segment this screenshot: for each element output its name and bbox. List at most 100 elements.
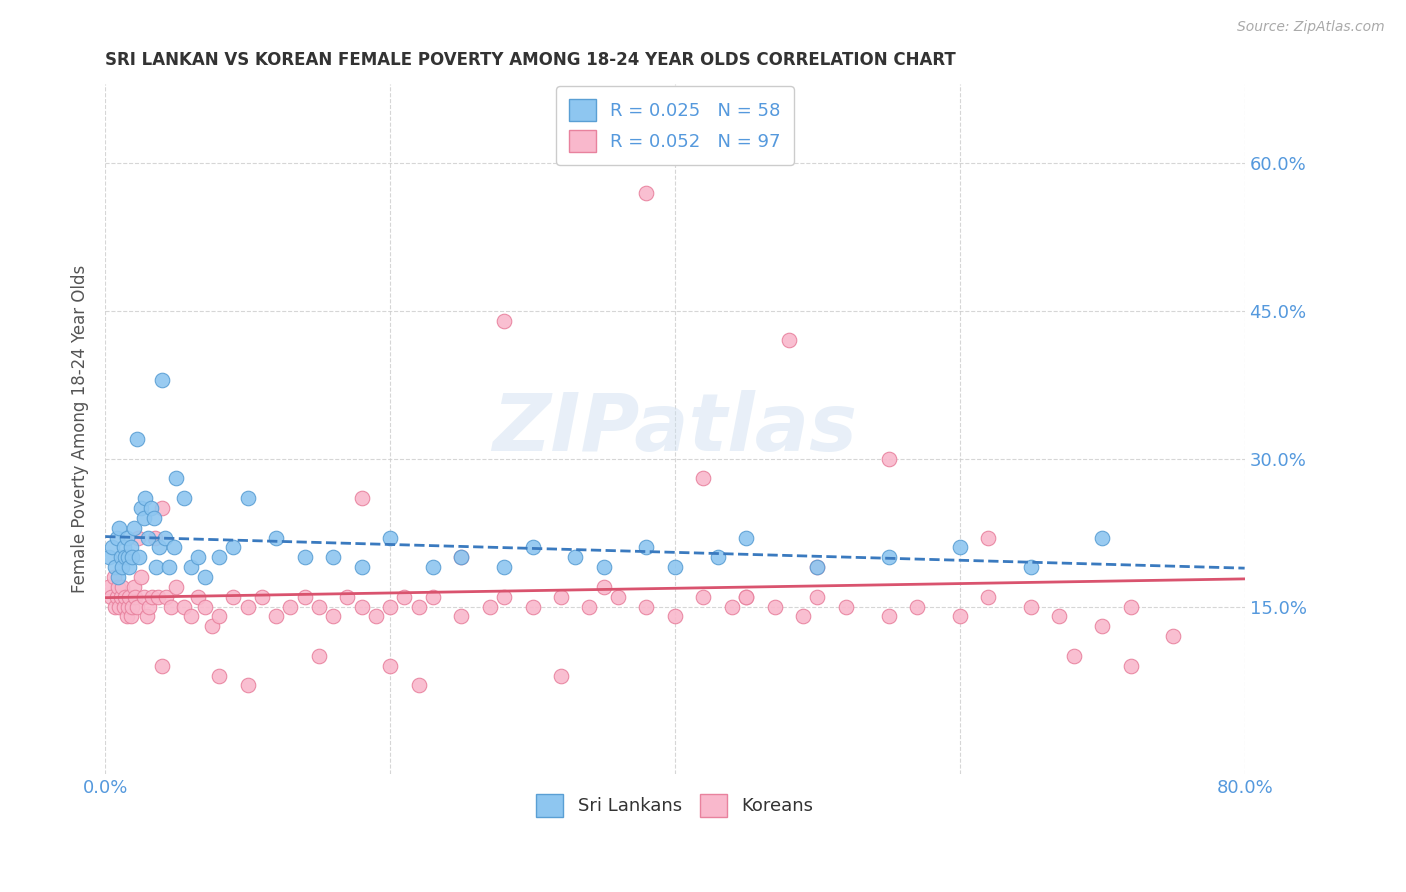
Point <box>98 550 121 565</box>
Point <box>107 570 129 584</box>
Point <box>322 550 344 565</box>
Point <box>115 531 138 545</box>
Point <box>208 668 231 682</box>
Point <box>264 609 287 624</box>
Point <box>121 599 143 614</box>
Point <box>111 560 134 574</box>
Point <box>150 500 173 515</box>
Point <box>120 541 142 555</box>
Point <box>721 599 744 614</box>
Point <box>150 373 173 387</box>
Point <box>905 599 928 614</box>
Point <box>308 599 330 614</box>
Point <box>350 599 373 614</box>
Point <box>236 678 259 692</box>
Point <box>236 599 259 614</box>
Point <box>336 590 359 604</box>
Point <box>132 590 155 604</box>
Point <box>139 500 162 515</box>
Point <box>706 550 728 565</box>
Point <box>692 590 714 604</box>
Point <box>143 531 166 545</box>
Point <box>664 560 686 574</box>
Point <box>636 599 658 614</box>
Point <box>1091 531 1114 545</box>
Point <box>111 580 134 594</box>
Point <box>222 541 245 555</box>
Point <box>134 491 156 505</box>
Point <box>578 599 600 614</box>
Point <box>636 186 658 200</box>
Point <box>492 314 515 328</box>
Point <box>394 590 416 604</box>
Point <box>592 580 614 594</box>
Point <box>141 590 163 604</box>
Point <box>165 471 187 485</box>
Point <box>145 560 167 574</box>
Point <box>1019 560 1042 574</box>
Point <box>122 580 145 594</box>
Point <box>103 570 125 584</box>
Point <box>450 550 472 565</box>
Point <box>118 560 141 574</box>
Point <box>1019 599 1042 614</box>
Point <box>148 541 170 555</box>
Point <box>208 609 231 624</box>
Legend: Sri Lankans, Koreans: Sri Lankans, Koreans <box>529 788 821 823</box>
Point <box>187 590 209 604</box>
Point <box>550 590 572 604</box>
Point <box>977 590 1000 604</box>
Point <box>125 599 148 614</box>
Point <box>450 609 472 624</box>
Point <box>592 560 614 574</box>
Point <box>180 560 202 574</box>
Point <box>735 531 758 545</box>
Point <box>173 491 195 505</box>
Point <box>1119 599 1142 614</box>
Point <box>128 550 150 565</box>
Point <box>173 599 195 614</box>
Point <box>127 531 149 545</box>
Point <box>201 619 224 633</box>
Point <box>105 590 128 604</box>
Point <box>115 609 138 624</box>
Point <box>122 521 145 535</box>
Point <box>159 599 181 614</box>
Point <box>378 599 401 614</box>
Point <box>108 521 131 535</box>
Point <box>806 560 828 574</box>
Point <box>125 432 148 446</box>
Text: Source: ZipAtlas.com: Source: ZipAtlas.com <box>1237 20 1385 34</box>
Point <box>877 451 900 466</box>
Point <box>1049 609 1071 624</box>
Point <box>114 550 136 565</box>
Point <box>294 590 316 604</box>
Point <box>264 531 287 545</box>
Point <box>165 580 187 594</box>
Point <box>136 531 159 545</box>
Point <box>735 590 758 604</box>
Point <box>150 658 173 673</box>
Point <box>977 531 1000 545</box>
Point <box>949 609 972 624</box>
Point <box>350 491 373 505</box>
Point <box>180 609 202 624</box>
Point <box>478 599 501 614</box>
Point <box>1063 648 1085 663</box>
Point <box>1119 658 1142 673</box>
Point <box>378 658 401 673</box>
Point <box>778 334 800 348</box>
Point <box>142 511 165 525</box>
Point <box>322 609 344 624</box>
Point <box>105 531 128 545</box>
Point <box>112 599 135 614</box>
Point <box>806 560 828 574</box>
Point <box>107 580 129 594</box>
Point <box>422 590 444 604</box>
Point <box>835 599 858 614</box>
Point <box>522 599 544 614</box>
Point <box>194 599 217 614</box>
Point <box>550 668 572 682</box>
Point <box>129 570 152 584</box>
Point <box>492 590 515 604</box>
